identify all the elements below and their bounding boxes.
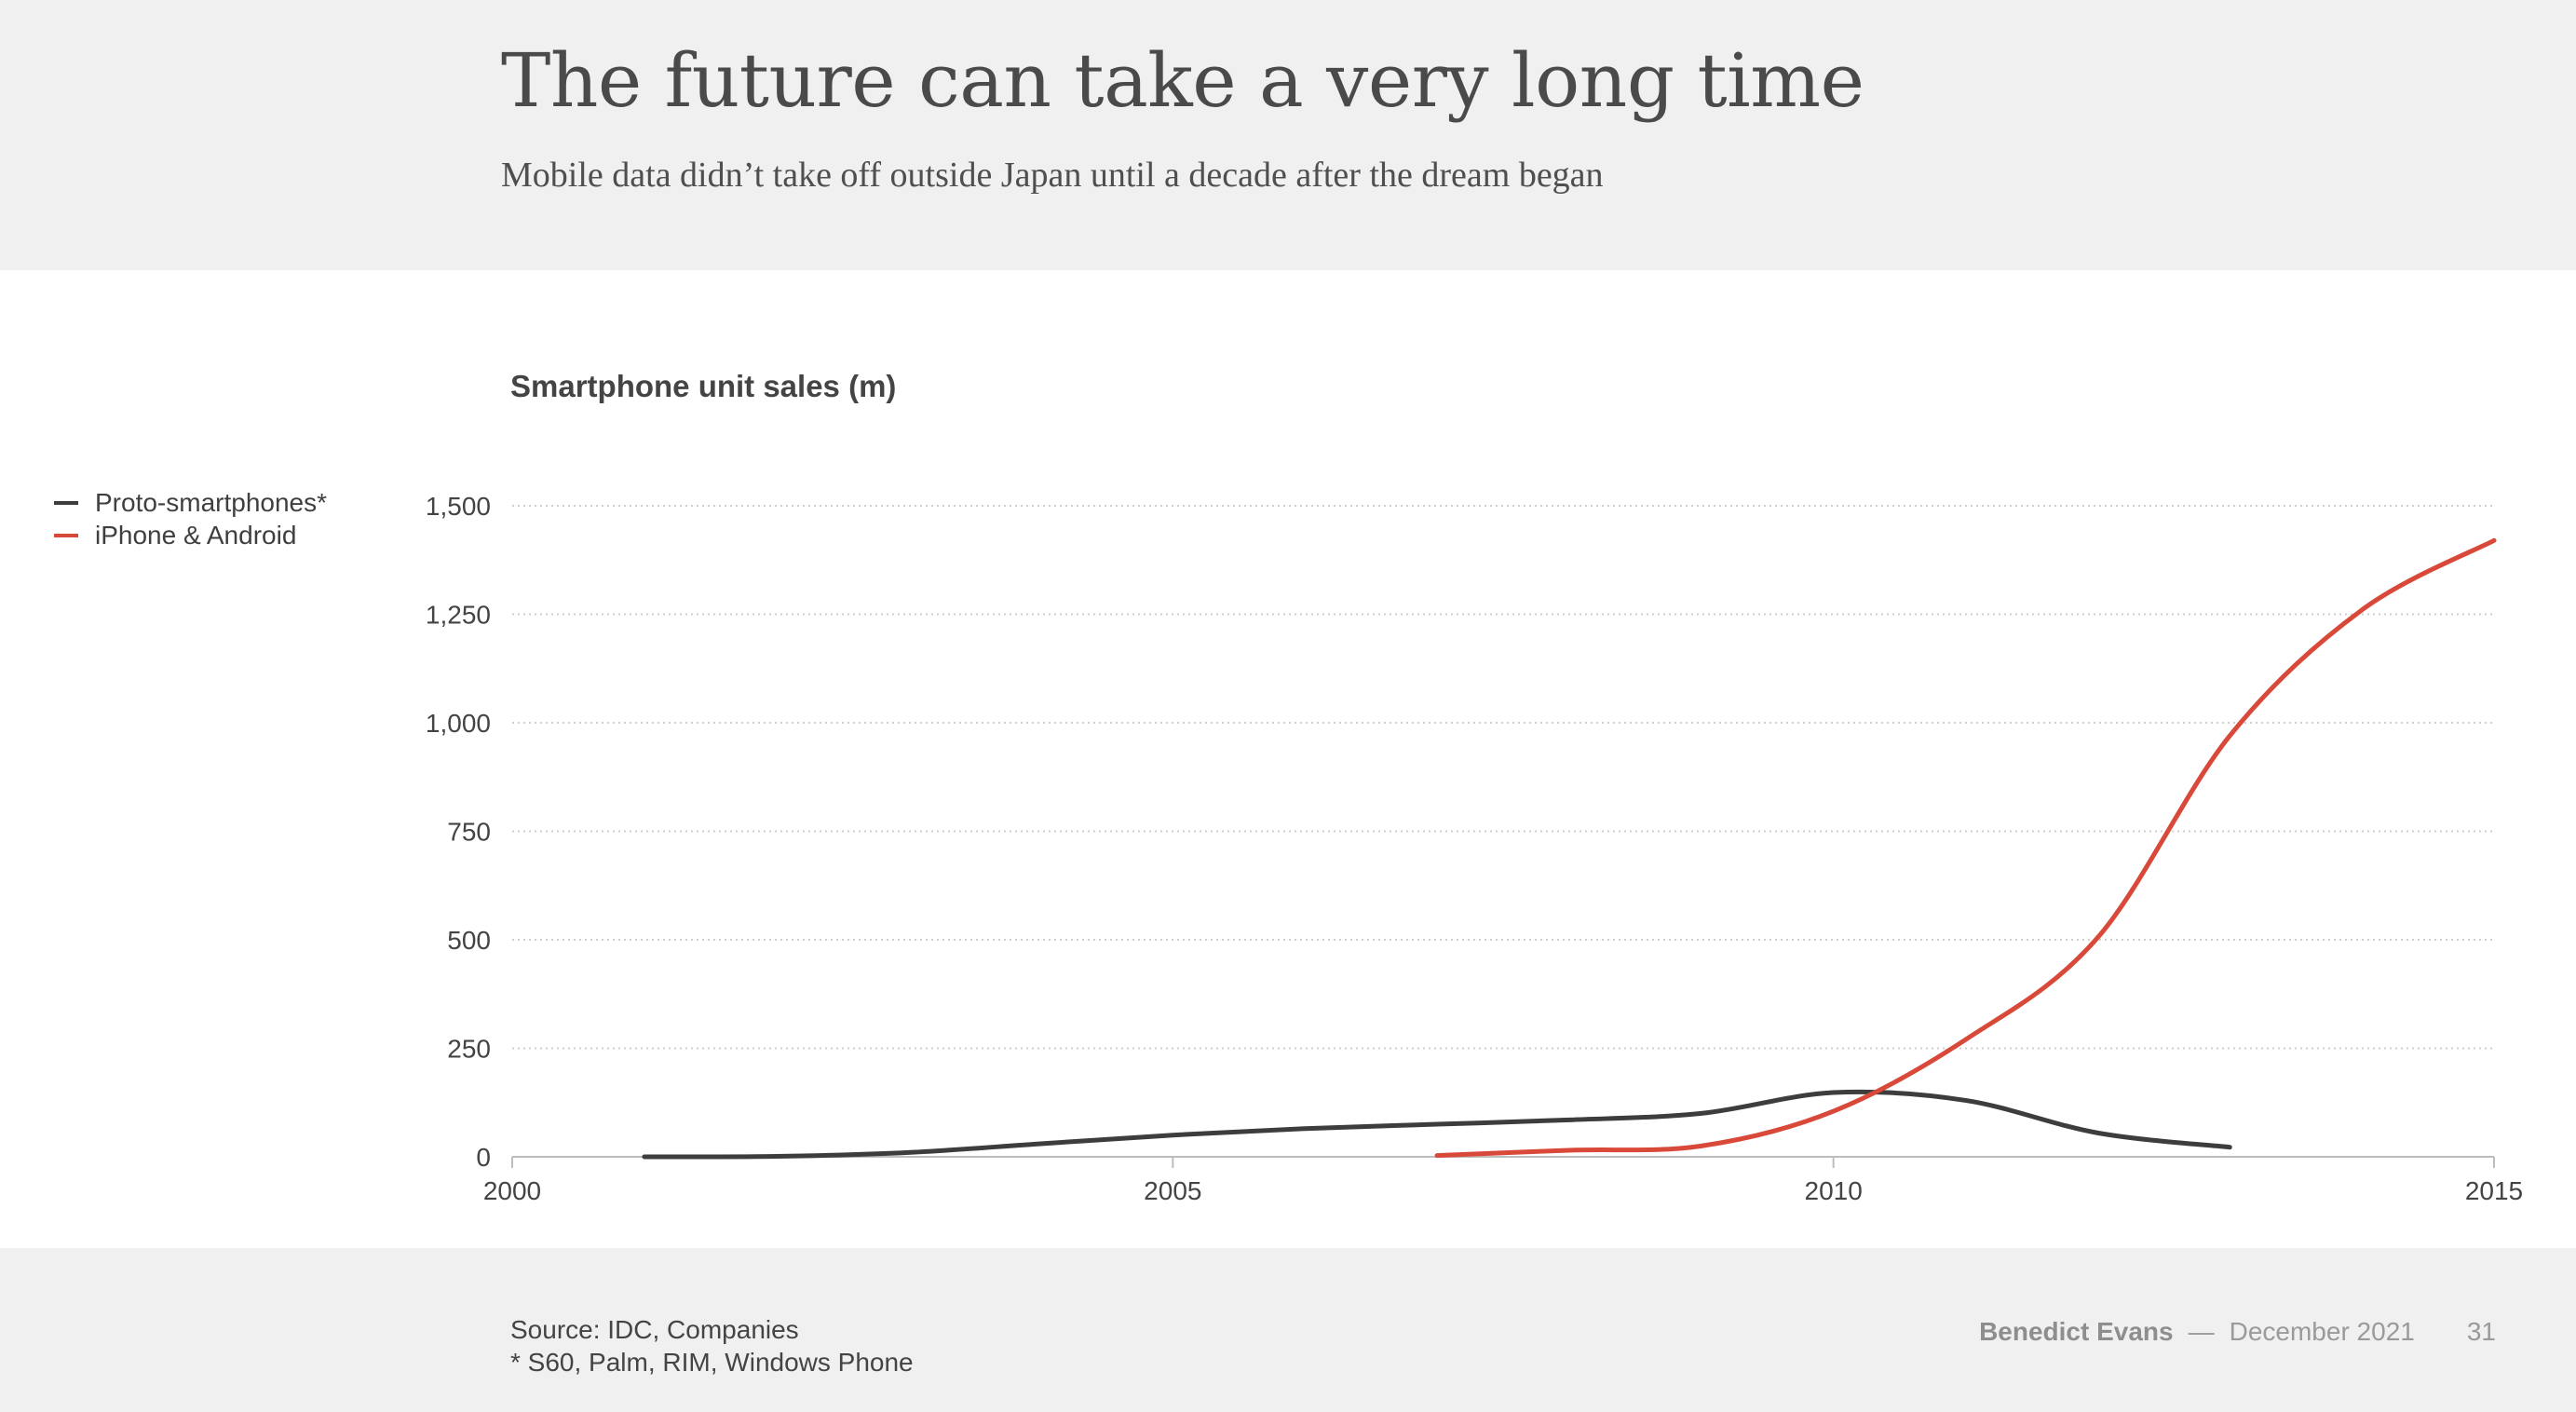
y-tick-label: 750 xyxy=(447,818,491,847)
legend-label-iphone-android: iPhone & Android xyxy=(95,520,297,550)
y-tick-label: 1,500 xyxy=(426,492,491,521)
legend-swatch-proto-smartphones xyxy=(54,500,78,505)
y-tick-label: 1,250 xyxy=(426,601,491,630)
source-line: Source: IDC, Companies xyxy=(510,1315,799,1344)
y-tick-label: 1,000 xyxy=(426,709,491,738)
source-note: Source: IDC, Companies * S60, Palm, RIM,… xyxy=(510,1313,914,1378)
series-line-iphone-android xyxy=(1434,537,2497,1159)
slide-subtitle: Mobile data didn’t take off outside Japa… xyxy=(501,156,1604,195)
x-tick-label: 2000 xyxy=(483,1176,541,1205)
slide-title: The future can take a very long time xyxy=(501,37,1864,124)
y-tick-label: 500 xyxy=(447,926,491,955)
x-tick-label: 2010 xyxy=(1805,1176,1863,1205)
x-tick-label: 2015 xyxy=(2465,1176,2523,1205)
legend-label-proto-smartphones: Proto-smartphones* xyxy=(95,487,328,517)
header-band: The future can take a very long time Mob… xyxy=(0,0,2576,270)
chart-title: Smartphone unit sales (m) xyxy=(510,369,897,403)
y-tick-label: 250 xyxy=(447,1035,491,1064)
author-name: Benedict Evans xyxy=(1979,1317,2174,1346)
page-number: 31 xyxy=(2466,1317,2496,1346)
y-tick-label: 0 xyxy=(476,1143,491,1172)
legend-swatch-iphone-android xyxy=(54,533,78,537)
footer-band xyxy=(0,1248,2576,1412)
byline: Benedict Evans — December 2021 31 xyxy=(1979,1317,2496,1347)
line-chart: 0 250 500 750 1,000 1,250 1,500 2000 2005 2010 201… xyxy=(426,492,2523,1205)
presentation-date: December 2021 xyxy=(2229,1317,2415,1346)
legend-item-iphone-android: iPhone & Android xyxy=(54,519,327,551)
x-tick-label: 2005 xyxy=(1144,1176,1201,1205)
chart-legend: Proto-smartphones* iPhone & Android xyxy=(54,486,327,551)
footnote-line: * S60, Palm, RIM, Windows Phone xyxy=(510,1348,914,1377)
legend-item-proto-smartphones: Proto-smartphones* xyxy=(54,486,327,519)
byline-separator: — xyxy=(2188,1317,2215,1346)
series-line-proto-smartphones xyxy=(642,1089,2232,1160)
